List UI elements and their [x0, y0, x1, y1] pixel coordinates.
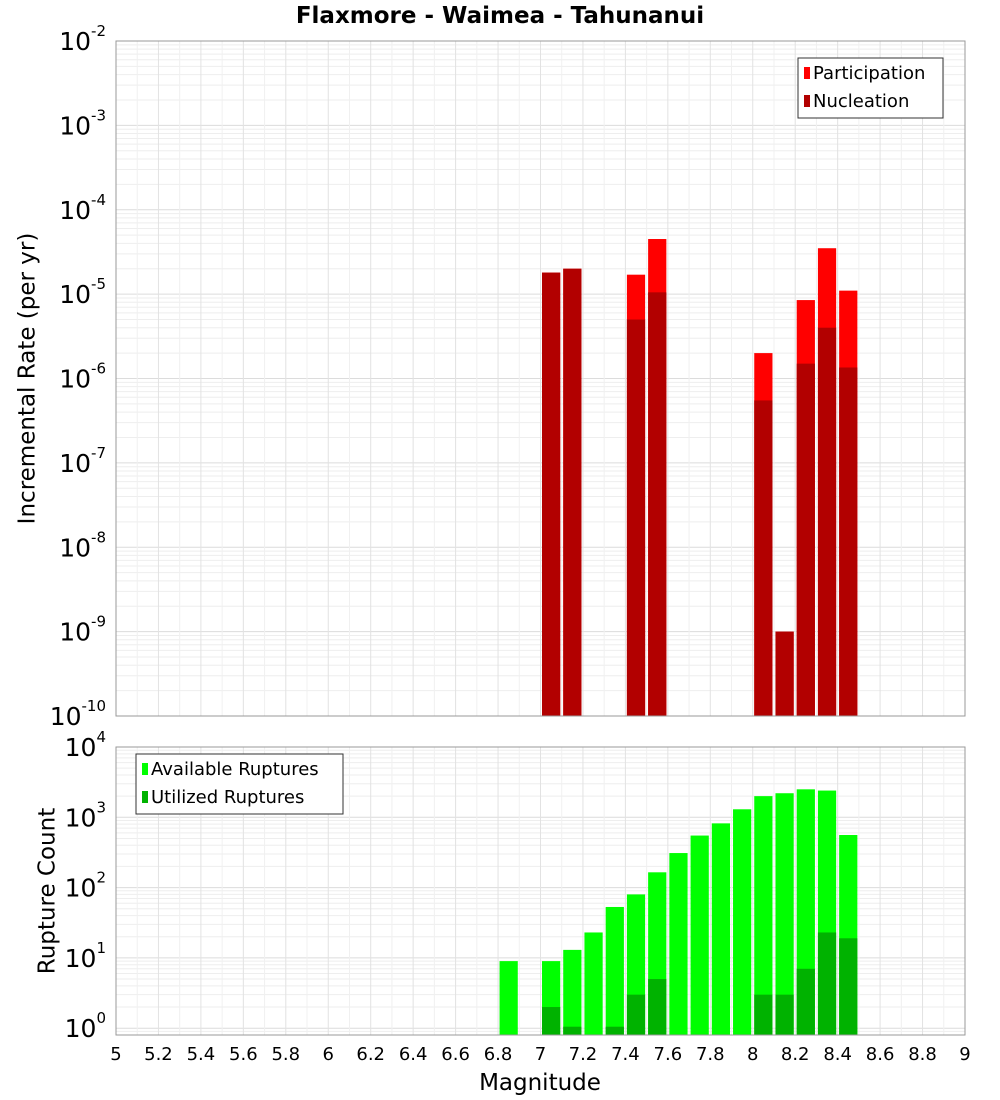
bar-nucleation	[775, 631, 794, 716]
y-axis-label: Incremental Rate (per yr)	[15, 233, 41, 525]
x-tick-label: 7	[535, 1044, 546, 1065]
bar-available-ruptures	[754, 796, 773, 1035]
bars	[542, 239, 858, 717]
chart-title: Flaxmore - Waimea - Tahunanui	[296, 3, 704, 29]
bar-utilized-ruptures	[796, 968, 815, 1035]
bar-available-ruptures	[711, 823, 731, 1035]
y-tick-label: 103	[65, 798, 106, 832]
bar-available-ruptures	[563, 949, 582, 1035]
x-tick-label: 8.6	[866, 1044, 895, 1065]
bar-nucleation	[839, 367, 858, 716]
y-axis-label: Rupture Count	[35, 808, 61, 974]
bar-available-ruptures	[775, 793, 794, 1035]
legend-box	[135, 753, 344, 815]
y-tick-label: 104	[65, 728, 106, 762]
legend-label: Utilized Ruptures	[151, 787, 304, 808]
bar-utilized-ruptures	[542, 1007, 561, 1035]
bar-utilized-ruptures	[605, 1026, 624, 1035]
x-axis-label: Magnitude	[479, 1070, 601, 1096]
y-tick-label: 10-2	[59, 22, 106, 56]
x-tick-label: 5.4	[187, 1044, 216, 1065]
x-tick-label: 7.4	[611, 1044, 640, 1065]
x-tick-label: 6.6	[441, 1044, 470, 1065]
y-tick-label: 10-8	[59, 528, 106, 562]
x-tick-label: 5.6	[229, 1044, 258, 1065]
y-tick-label: 100	[65, 1009, 106, 1043]
y-tick-label: 10-5	[59, 275, 106, 309]
x-tick-label: 7.8	[696, 1044, 725, 1065]
bar-available-ruptures	[499, 961, 518, 1035]
legend: Available Ruptures Utilized Ruptures	[135, 753, 344, 815]
bar-utilized-ruptures	[626, 994, 646, 1035]
legend-label: Nucleation	[813, 91, 909, 112]
legend-swatch	[804, 67, 810, 79]
y-tick-label: 10-9	[59, 613, 106, 647]
plot-frame	[115, 746, 966, 1036]
x-tick-label: 6.4	[399, 1044, 428, 1065]
legend-label: Participation	[813, 63, 925, 84]
bar-nucleation	[796, 363, 815, 716]
bar-utilized-ruptures	[775, 994, 794, 1035]
y-tick-labels: 100 101 102 103 104	[65, 728, 106, 1043]
bar-utilized-ruptures	[754, 994, 773, 1035]
bar-nucleation	[542, 272, 561, 716]
legend-swatch	[804, 95, 810, 107]
x-tick-label: 5	[110, 1044, 121, 1065]
x-tick-label: 7.2	[569, 1044, 598, 1065]
x-tick-label: 8	[747, 1044, 758, 1065]
x-tick-label: 7.6	[654, 1044, 683, 1065]
y-tick-label: 102	[65, 869, 106, 903]
bar-nucleation	[817, 327, 837, 716]
legend-label: Available Ruptures	[151, 759, 319, 780]
bars	[499, 789, 858, 1035]
x-tick-label: 8.4	[823, 1044, 852, 1065]
y-tick-label: 10-4	[59, 191, 106, 225]
incremental-rate-panel: 10-10 10-9 10-8 10-7 10-6 10-5 10-4 10-3 10-2 In…	[15, 22, 966, 731]
bar-utilized-ruptures	[839, 938, 858, 1035]
x-tick-label: 5.2	[144, 1044, 173, 1065]
y-tick-label: 10-7	[59, 444, 106, 478]
bar-utilized-ruptures	[817, 932, 837, 1035]
bar-utilized-ruptures	[648, 979, 667, 1035]
bar-utilized-ruptures	[563, 1026, 582, 1035]
bar-available-ruptures	[690, 835, 709, 1035]
bar-available-ruptures	[605, 906, 624, 1035]
rupture-count-panel: 100 101 102 103 104 Rupture Count Available …	[35, 728, 966, 1043]
y-tick-label: 10-3	[59, 106, 106, 140]
x-tick-label: 5.8	[271, 1044, 300, 1065]
bar-available-ruptures	[669, 853, 688, 1035]
x-tick-label: 6.8	[484, 1044, 513, 1065]
bar-available-ruptures	[733, 809, 752, 1035]
x-tick-label: 6.2	[356, 1044, 385, 1065]
legend-swatch	[142, 791, 148, 803]
bar-available-ruptures	[584, 932, 603, 1035]
bar-nucleation	[563, 268, 582, 716]
y-tick-labels: 10-10 10-9 10-8 10-7 10-6 10-5 10-4 10-3 10-2	[50, 22, 106, 731]
y-tick-label: 10-10	[50, 697, 106, 731]
plot-frame	[115, 40, 966, 717]
bar-nucleation	[626, 319, 646, 716]
legend: Participation Nucleation	[797, 57, 944, 119]
legend-swatch	[142, 763, 148, 775]
x-tick-label: 8.8	[908, 1044, 937, 1065]
x-tick-label: 6	[323, 1044, 334, 1065]
gridlines	[115, 40, 966, 717]
x-tick-labels: 5 5.2 5.4 5.6 5.8 6 6.2 6.4 6.6 6.8 7 7.2 7.4 7.6 7.8 8…	[110, 1044, 970, 1065]
x-tick-label: 8.2	[781, 1044, 810, 1065]
y-tick-label: 101	[65, 939, 106, 973]
bar-nucleation	[648, 292, 667, 716]
bar-nucleation	[754, 400, 773, 716]
legend-box	[797, 57, 944, 119]
x-tick-label: 9	[959, 1044, 970, 1065]
y-tick-label: 10-6	[59, 360, 106, 394]
